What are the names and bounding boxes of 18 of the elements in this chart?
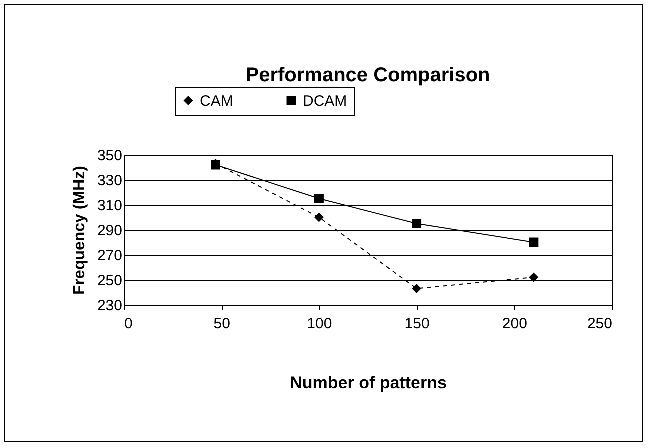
legend-label: CAM <box>200 92 234 110</box>
legend-label: DCAM <box>303 92 348 110</box>
y-tick-label: 310 <box>97 198 122 214</box>
y-axis-title: Frequency (MHz) <box>71 166 88 295</box>
x-tick-label: 0 <box>124 316 133 332</box>
y-tick-label: 270 <box>97 248 122 264</box>
y-tick-label: 230 <box>97 298 122 314</box>
x-tick-label: 150 <box>404 316 430 332</box>
chart-title: Performance Comparison <box>246 64 490 86</box>
x-tick-label: 50 <box>214 316 230 332</box>
x-axis-title: Number of patterns <box>290 374 447 392</box>
y-tick-label: 350 <box>97 148 122 164</box>
x-tick-label: 250 <box>587 316 612 332</box>
x-tick-label: 100 <box>307 316 332 332</box>
x-tick-label: 200 <box>502 316 528 332</box>
y-tick-label: 250 <box>97 272 122 290</box>
y-tick-label: 290 <box>97 222 122 240</box>
y-tick-label: 330 <box>97 172 122 190</box>
